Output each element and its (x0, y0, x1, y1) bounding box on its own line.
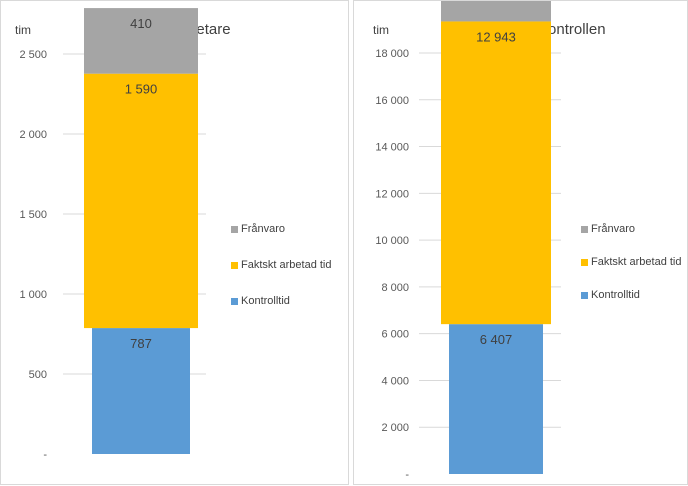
bar-segment-faktskt-arbetad-tid (441, 21, 551, 325)
legend-label: Frånvaro (241, 223, 286, 235)
bar-segment-fr-nvaro (441, 1, 551, 22)
legend-swatch (581, 258, 588, 266)
y-tick-label: 10 000 (375, 235, 409, 247)
legend-item-faktiskt-arbetad-tid: Faktskt arbetad tid (231, 259, 332, 271)
y-tick-label: 6 000 (381, 329, 409, 341)
data-label: 1 590 (125, 82, 158, 97)
y-axis-unit-label: tim (373, 23, 389, 37)
bar-segment-kontrolltid (449, 324, 543, 474)
legend-item-faktiskt-arbetad-tid: Faktskt arbetad tid (581, 256, 682, 268)
data-label: 12 943 (476, 29, 516, 44)
legend-item-franvaro: Frånvaro (581, 223, 635, 235)
y-tick-label: 16 000 (375, 95, 409, 107)
y-tick-label: 14 000 (375, 142, 409, 154)
data-label: 410 (130, 16, 152, 31)
y-axis-unit-label: tim (15, 23, 31, 37)
y-tick-label: 18 000 (375, 48, 409, 60)
legend-item-kontrolltid: Kontrolltid (581, 289, 640, 301)
y-tick-label: - (405, 469, 409, 481)
legend-label: Kontrolltid (591, 289, 640, 301)
legend-swatch (231, 297, 238, 305)
data-label: 6 407 (480, 332, 513, 347)
y-tick-label: 500 (29, 369, 47, 381)
legend-label: Faktskt arbetad tid (241, 259, 332, 271)
y-tick-label: 1 000 (19, 289, 47, 301)
bar-segment-kontrolltid (92, 328, 190, 454)
chart-plot-area: - 500 1 000 1 500 2 000 2 500 787 1 590 410 (19, 8, 206, 461)
y-tick-label: 12 000 (375, 188, 409, 200)
data-label: 787 (130, 336, 152, 351)
chart-plot-area: - 2 000 4 000 6 000 8 000 10 000 12 000 14 000 1… (375, 1, 561, 481)
legend-item-franvaro: Frånvaro (231, 223, 285, 235)
y-tick-label: 4 000 (381, 375, 409, 387)
legend-label: Frånvaro (591, 223, 636, 235)
y-tick-label: 8 000 (381, 282, 409, 294)
legend-swatch (231, 261, 238, 269)
y-tick-label: - (43, 449, 47, 461)
bar-segment-fr-nvaro (84, 8, 198, 74)
legend-swatch (231, 225, 238, 233)
y-tick-label: 2 000 (19, 129, 47, 141)
y-tick-label: 1 500 (19, 209, 47, 221)
bar-segment-faktskt-arbetad-tid (84, 73, 198, 329)
y-tick-label: 2 500 (19, 49, 47, 61)
legend-label: Kontrolltid (241, 295, 290, 307)
legend-label: Faktskt arbetad tid (591, 256, 682, 268)
legend-item-kontrolltid: Kontrolltid (231, 295, 290, 307)
legend-swatch (581, 225, 588, 233)
y-tick-label: 2 000 (381, 422, 409, 434)
legend-swatch (581, 291, 588, 299)
